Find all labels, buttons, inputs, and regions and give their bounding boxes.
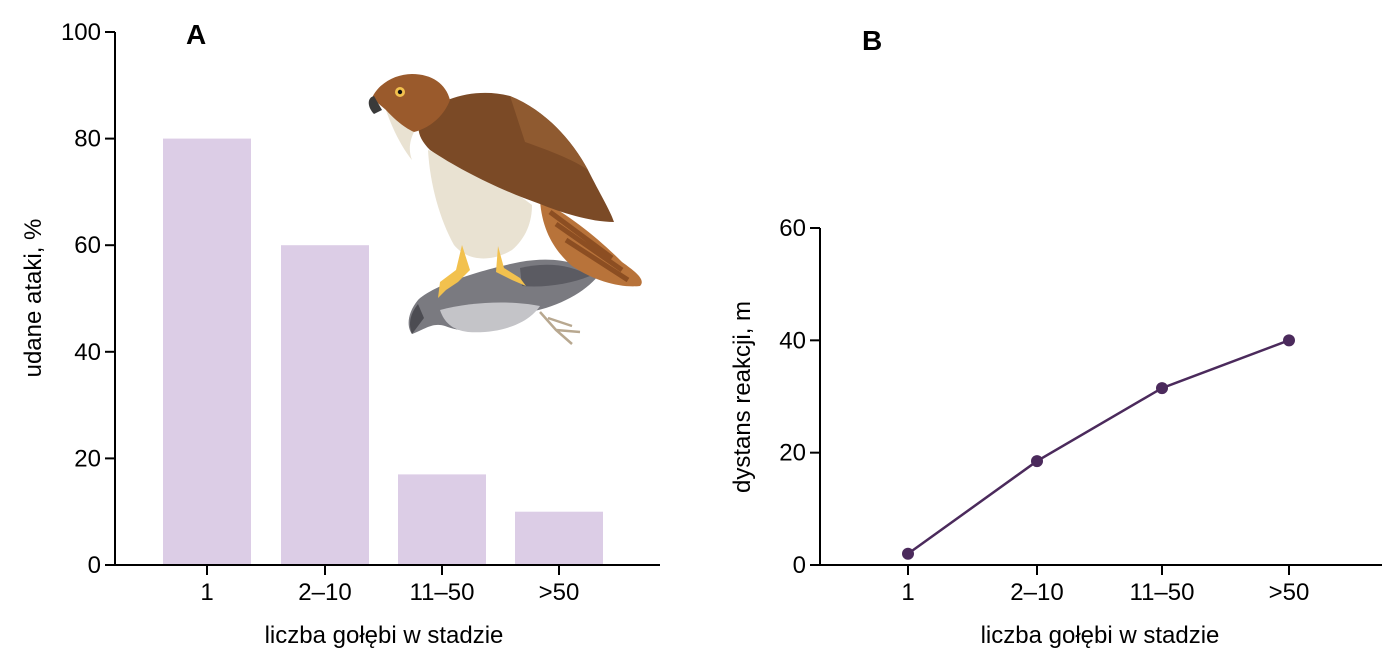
pigeon-icon — [408, 259, 598, 345]
data-point-1 — [1031, 455, 1043, 468]
y-tick-label-b-1: 20 — [779, 440, 806, 467]
panel-a: A 0 20 40 60 80 100 1 2–10 11–50 >50 udane ataki… — [20, 19, 660, 649]
y-tick-label-a-0: 0 — [88, 552, 101, 579]
x-tick-label-b-0: 1 — [901, 579, 914, 606]
bar-1 — [281, 245, 369, 565]
x-ticks-b: 1 2–10 11–50 >50 — [901, 565, 1309, 606]
x-tick-label-b-2: 11–50 — [1130, 579, 1195, 606]
y-tick-label-a-1: 20 — [74, 445, 101, 472]
y-tick-label-b-2: 40 — [779, 327, 806, 354]
data-point-2 — [1156, 382, 1168, 395]
hawk-icon — [368, 74, 642, 298]
panel-b-label: B — [862, 25, 882, 56]
y-tick-label-a-4: 80 — [74, 126, 101, 153]
x-axis-label-a: liczba gołębi w stadzie — [265, 622, 504, 649]
series-line-b — [907, 339, 1290, 555]
hawk-on-pigeon-illustration — [368, 74, 642, 345]
points-b — [902, 334, 1295, 560]
data-point-3 — [1283, 334, 1295, 347]
bar-2 — [398, 474, 486, 565]
y-ticks-a: 0 20 40 60 80 100 — [61, 19, 115, 579]
data-point-0 — [902, 547, 914, 560]
y-tick-label-b-3: 60 — [779, 215, 806, 242]
x-tick-label-b-1: 2–10 — [1010, 579, 1063, 606]
x-tick-label-a-0: 1 — [200, 579, 213, 606]
x-tick-label-a-1: 2–10 — [298, 579, 351, 606]
y-axis-label-b: dystans reakcji, m — [729, 301, 756, 493]
bar-0 — [163, 138, 251, 565]
y-tick-label-a-2: 40 — [74, 339, 101, 366]
x-tick-label-b-3: >50 — [1269, 579, 1310, 606]
bars-a — [163, 138, 603, 565]
y-tick-label-a-5: 100 — [61, 19, 101, 46]
x-tick-label-a-3: >50 — [539, 579, 580, 606]
x-tick-label-a-2: 11–50 — [410, 579, 475, 606]
bar-3 — [515, 511, 603, 565]
y-axis-label-a: udane ataki, % — [20, 219, 47, 378]
panel-a-label: A — [186, 19, 206, 50]
y-tick-label-b-0: 0 — [793, 552, 806, 579]
x-ticks-a: 1 2–10 11–50 >50 — [200, 565, 579, 606]
y-tick-label-a-3: 60 — [74, 232, 101, 259]
panel-b: B 0 20 40 60 1 2–10 11–50 >50 dystans reakcji,… — [729, 25, 1382, 649]
y-ticks-b: 0 20 40 60 — [779, 215, 820, 579]
x-axis-label-b: liczba gołębi w stadzie — [981, 622, 1220, 649]
